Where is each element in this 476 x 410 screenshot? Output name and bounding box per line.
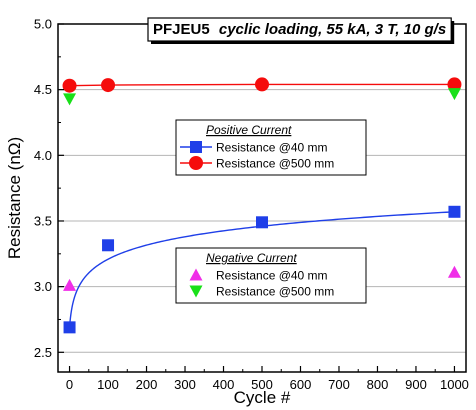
- legends: Positive Current Resistance @40 mm Resista…: [175, 119, 367, 304]
- legend-box: [175, 247, 367, 304]
- legend-positive-current: Positive Current Resistance @40 mm Resista…: [175, 119, 367, 176]
- legend-label: Resistance @500 mm: [216, 285, 334, 299]
- x-tick-label: 600: [290, 377, 312, 392]
- legend-label: Resistance @40 mm: [216, 269, 328, 283]
- x-tick-label: 500: [251, 377, 273, 392]
- y-tick-label: 4.0: [34, 148, 52, 163]
- data-point-series-1: [62, 78, 77, 93]
- data-point-series-1: [255, 77, 269, 92]
- legend-label: Resistance @500 mm: [216, 157, 334, 171]
- x-tick-label: 700: [328, 377, 350, 392]
- legend-negative-current: Negative Current Resistance @40 mm Resista…: [175, 247, 367, 304]
- data-point-series-1: [447, 77, 462, 92]
- x-tick-label: 800: [367, 377, 389, 392]
- legend-marker: [189, 268, 203, 281]
- x-axis-title: Cycle #: [234, 388, 291, 407]
- x-tick-label: 900: [405, 377, 427, 392]
- data-point-series-0: [63, 321, 76, 334]
- data-marks: [62, 77, 462, 334]
- legend-marker: [189, 156, 203, 170]
- plot-frame: [57, 23, 467, 373]
- y-tick-label: 2.5: [34, 345, 52, 360]
- data-point-series-3: [447, 88, 461, 101]
- fit-line-positive-500mm: [69, 83, 455, 87]
- legend-heading: Positive Current: [206, 123, 292, 137]
- chart-title-box: PFJEU5 cyclic loading, 55 kA, 3 T, 10 g/…: [147, 17, 455, 44]
- x-tick-label: 100: [97, 377, 119, 392]
- data-point-series-2: [447, 265, 461, 278]
- x-tick-label: 200: [136, 377, 158, 392]
- title-box-frame: [147, 17, 452, 42]
- y-axis-title: Resistance (nΩ): [5, 137, 24, 259]
- chart-title: PFJEU5 cyclic loading, 55 kA, 3 T, 10 g/…: [153, 21, 446, 38]
- x-tick-label: 300: [174, 377, 196, 392]
- data-point-series-0: [256, 216, 268, 229]
- data-point-series-3: [63, 93, 77, 106]
- y-tick-label: 5.0: [34, 17, 52, 32]
- data-point-series-2: [63, 278, 77, 291]
- y-tick-label: 4.5: [34, 82, 52, 97]
- x-tick-label: 400: [213, 377, 235, 392]
- y-tick-label: 3.5: [34, 213, 52, 228]
- data-point-series-0: [102, 239, 115, 252]
- data-point-series-0: [448, 205, 461, 218]
- legend-marker: [189, 285, 203, 298]
- legend-heading: Negative Current: [206, 251, 297, 265]
- chart-title-prefix: PFJEU5: [153, 21, 210, 38]
- axis-ticks: 0 100 200 300 400 500 600 700 800 900 1000 2.5 3.0 3.…: [34, 17, 469, 393]
- fit-curve-positive-40mm: [68, 211, 455, 328]
- y-tick-label: 3.0: [34, 279, 52, 294]
- legend-label: Resistance @40 mm: [216, 141, 328, 155]
- legend-marker: [190, 141, 202, 153]
- chart-title-rest: cyclic loading, 55 kA, 3 T, 10 g/s: [219, 21, 446, 38]
- data-point-series-1: [101, 78, 116, 93]
- fit-lines: [68, 83, 455, 328]
- x-tick-label: 1000: [440, 377, 469, 392]
- x-tick-label: 0: [66, 377, 73, 392]
